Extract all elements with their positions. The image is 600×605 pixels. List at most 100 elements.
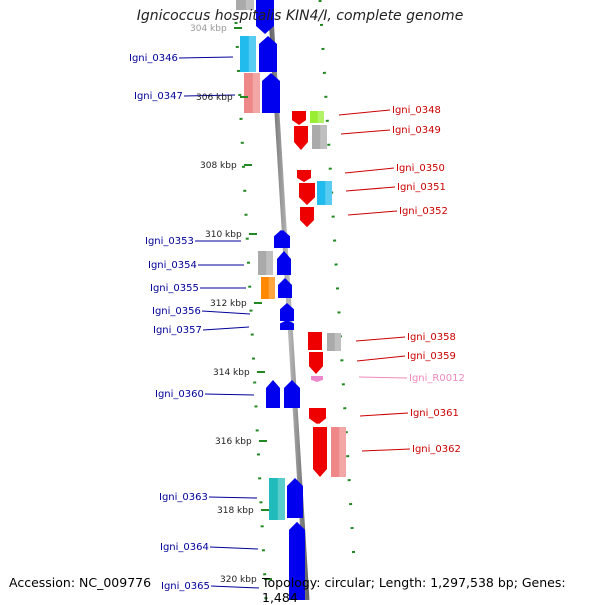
gene-block	[313, 427, 327, 477]
gene-igni-0359	[309, 352, 323, 374]
gene-igni-0348	[310, 111, 324, 123]
gene-leader-line	[345, 186, 396, 192]
gene-igni-0347	[244, 73, 260, 113]
gene-leader-line	[356, 355, 406, 362]
gene-igni-0355	[261, 277, 275, 299]
gene-label-right[interactable]: Igni_0362	[412, 444, 461, 455]
gene-leader-line	[358, 376, 408, 379]
gene-leader-line	[340, 129, 391, 135]
gene-igni-0350	[297, 170, 311, 182]
accession-text: Accession: NC_009776	[9, 575, 152, 590]
gene-label-left[interactable]: Igni_0347	[134, 91, 183, 102]
gene-block	[284, 380, 300, 408]
gene-leader-line	[361, 448, 411, 452]
gene-leader-line	[344, 167, 395, 174]
gene-igni-0348-shade	[317, 111, 324, 123]
gene-label-left[interactable]: Igni_0354	[148, 260, 197, 271]
gene-igni-0365	[290, 585, 304, 600]
genes-right: Igni_0348 Igni_0349 Igni_0350 Igni_0351 Igni…	[292, 105, 465, 477]
gene-leader-line	[355, 336, 406, 342]
gene-label-left[interactable]: Igni_0364	[160, 542, 209, 553]
gene-igni-0356	[280, 303, 294, 321]
gene-leader-line	[183, 94, 236, 97]
gene-label-left[interactable]: Igni_0357	[153, 325, 202, 336]
gene-label-left[interactable]: Igni_0346	[129, 53, 178, 64]
gene-block	[277, 251, 291, 275]
gene-igni-0346-shade	[248, 36, 256, 72]
scale-label: 314 kbp	[213, 368, 250, 378]
gene-igni-0351-shade	[325, 181, 332, 205]
gene-igni-0357	[280, 320, 294, 330]
gene-igni-0351	[317, 181, 332, 205]
gene-block	[236, 0, 254, 10]
gene-igni-0346	[240, 36, 256, 72]
gene-igni-0347-shade	[252, 73, 260, 113]
genome-title: Ignicoccus hospitalis KIN4/I, complete g…	[136, 8, 464, 24]
gene-igni-0353	[274, 230, 288, 248]
gene-leader-line	[210, 585, 260, 589]
gene-label-right[interactable]: Igni_0352	[399, 206, 448, 217]
gene-block-shade	[245, 0, 254, 10]
gene-igni-0358-shade	[334, 333, 341, 351]
gene-block	[287, 478, 303, 518]
gene-label-right[interactable]: Igni_0349	[392, 125, 441, 136]
gene-label-right[interactable]: Igni_0358	[407, 332, 456, 343]
gene-leader-line	[347, 210, 398, 216]
gene-igni-0362-shade	[339, 427, 346, 477]
gene-block	[262, 73, 280, 113]
scale-axis: 304 kbp 306 kbp 308 kbp 310 kbp 312 kbp 314 k…	[190, 24, 272, 585]
gene-leader-line	[204, 393, 255, 396]
gene-block	[292, 111, 306, 125]
gene-igni-0352	[300, 207, 314, 227]
gene-block	[294, 126, 308, 150]
gene-igni-0355-shade	[268, 277, 275, 299]
genes-left: Igni_0346 Igni_0347 Igni_0353 Igni_0354 Igni…	[129, 0, 305, 600]
gene-block	[308, 332, 322, 350]
gene-label-left[interactable]: Igni_0356	[152, 306, 201, 317]
gene-igni-r0012	[311, 376, 323, 382]
gene-label-right[interactable]: Igni_0361	[410, 408, 459, 419]
scale-label: 312 kbp	[210, 299, 247, 309]
gene-label-right[interactable]: Igni_0348	[392, 105, 441, 116]
gene-igni-0363	[269, 478, 285, 520]
gene-igni-0361	[312, 408, 326, 424]
gene-label-left[interactable]: Igni_0353	[145, 236, 194, 247]
gene-leader-line	[202, 326, 250, 331]
gene-block	[278, 278, 292, 298]
gene-label-left[interactable]: Igni_0363	[159, 492, 208, 503]
gene-label-right[interactable]: Igni_R0012	[409, 373, 465, 384]
track-left-dots	[234, 21, 268, 600]
gene-igni-0360	[266, 380, 280, 408]
gene-igni-0349	[312, 125, 327, 149]
gene-label-left[interactable]: Igni_0355	[150, 283, 199, 294]
gene-block	[259, 36, 277, 72]
scale-label: 304 kbp	[190, 24, 227, 34]
gene-igni-0364	[289, 522, 305, 600]
gene-label-left[interactable]: Igni_0360	[155, 389, 204, 400]
track-lines	[234, 0, 356, 600]
gene-label-right[interactable]: Igni_0359	[407, 351, 456, 362]
gene-leader-line	[201, 310, 251, 315]
gene-igni-0362	[331, 427, 346, 477]
gene-label-right[interactable]: Igni_0351	[397, 182, 446, 193]
gene-leader-line	[208, 496, 258, 499]
gene-igni-0363-shade	[277, 478, 285, 520]
gene-leader-line	[338, 109, 391, 116]
scale-label: 316 kbp	[215, 437, 252, 447]
gene-leader-line	[209, 546, 259, 550]
gene-igni-0349-shade	[320, 125, 327, 149]
scale-label: 318 kbp	[217, 506, 254, 516]
gene-leader-line	[178, 56, 234, 59]
gene-block	[256, 0, 274, 34]
gene-block	[299, 183, 315, 205]
scale-label: 320 kbp	[220, 575, 257, 585]
scale-label: 308 kbp	[200, 161, 237, 171]
gene-leader-line	[359, 412, 409, 417]
gene-label-right[interactable]: Igni_0350	[396, 163, 445, 174]
scale-label: 310 kbp	[205, 230, 242, 240]
topology-text: Topology: circular; Length: 1,297,538 bp…	[262, 575, 566, 605]
gene-igni-0354	[258, 251, 273, 275]
gene-igni-0354-shade	[266, 251, 273, 275]
gene-label-left[interactable]: Igni_0365	[161, 581, 210, 592]
